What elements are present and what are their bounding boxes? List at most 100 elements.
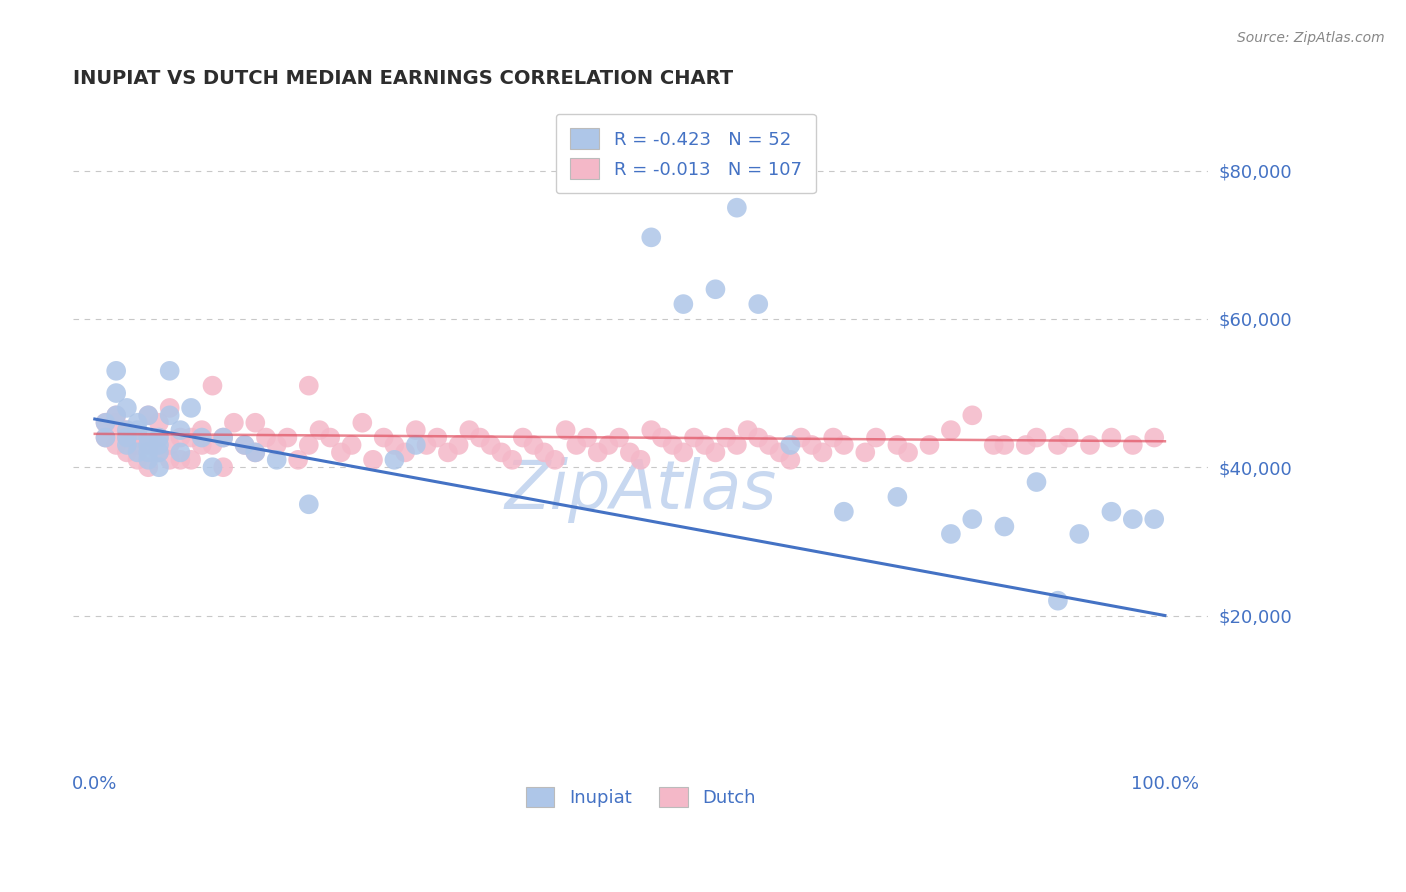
Point xyxy=(94,431,117,445)
Point xyxy=(683,431,706,445)
Point xyxy=(886,490,908,504)
Point xyxy=(769,445,792,459)
Point xyxy=(233,438,256,452)
Point xyxy=(747,431,769,445)
Point xyxy=(1046,593,1069,607)
Point xyxy=(276,431,298,445)
Point xyxy=(136,409,159,423)
Point xyxy=(180,452,202,467)
Point xyxy=(148,460,170,475)
Point xyxy=(672,445,695,459)
Point xyxy=(491,445,513,459)
Point xyxy=(747,297,769,311)
Point xyxy=(136,438,159,452)
Point xyxy=(1078,438,1101,452)
Point xyxy=(245,445,267,459)
Point xyxy=(201,438,224,452)
Point xyxy=(586,445,609,459)
Point xyxy=(962,512,984,526)
Point xyxy=(115,431,138,445)
Point xyxy=(115,423,138,437)
Point xyxy=(983,438,1005,452)
Point xyxy=(1099,505,1122,519)
Point xyxy=(245,445,267,459)
Point xyxy=(94,431,117,445)
Point xyxy=(897,445,920,459)
Point xyxy=(159,452,181,467)
Point xyxy=(298,497,321,511)
Point xyxy=(222,416,245,430)
Point xyxy=(352,416,374,430)
Point xyxy=(853,445,876,459)
Point xyxy=(105,438,128,452)
Point xyxy=(308,423,330,437)
Point xyxy=(426,431,449,445)
Point xyxy=(758,438,780,452)
Point xyxy=(298,438,321,452)
Point xyxy=(415,438,437,452)
Point xyxy=(394,445,416,459)
Point xyxy=(127,423,149,437)
Point xyxy=(148,438,170,452)
Point xyxy=(1015,438,1038,452)
Point xyxy=(1143,512,1166,526)
Point xyxy=(619,445,641,459)
Point xyxy=(661,438,683,452)
Point xyxy=(468,431,491,445)
Point xyxy=(105,409,128,423)
Point xyxy=(725,438,748,452)
Point xyxy=(136,438,159,452)
Point xyxy=(630,452,652,467)
Point xyxy=(105,386,128,401)
Point xyxy=(939,423,962,437)
Point xyxy=(136,460,159,475)
Point xyxy=(266,452,288,467)
Point xyxy=(233,438,256,452)
Point xyxy=(1046,438,1069,452)
Point xyxy=(672,297,695,311)
Point xyxy=(127,416,149,430)
Point xyxy=(704,445,727,459)
Point xyxy=(361,452,384,467)
Point xyxy=(298,378,321,392)
Point xyxy=(437,445,460,459)
Point xyxy=(191,431,214,445)
Point xyxy=(962,409,984,423)
Point xyxy=(287,452,309,467)
Point xyxy=(115,431,138,445)
Point xyxy=(329,445,352,459)
Point xyxy=(105,416,128,430)
Point xyxy=(115,423,138,437)
Point xyxy=(886,438,908,452)
Point xyxy=(800,438,823,452)
Point xyxy=(1099,431,1122,445)
Text: Source: ZipAtlas.com: Source: ZipAtlas.com xyxy=(1237,31,1385,45)
Point xyxy=(832,438,855,452)
Legend: Inupiat, Dutch: Inupiat, Dutch xyxy=(513,774,768,820)
Point xyxy=(159,438,181,452)
Point xyxy=(651,431,673,445)
Point xyxy=(245,416,267,430)
Point xyxy=(127,445,149,459)
Point xyxy=(201,460,224,475)
Point xyxy=(598,438,620,452)
Point xyxy=(127,452,149,467)
Point xyxy=(127,438,149,452)
Point xyxy=(405,438,427,452)
Point xyxy=(94,416,117,430)
Point xyxy=(1143,431,1166,445)
Point xyxy=(159,364,181,378)
Point xyxy=(266,438,288,452)
Point xyxy=(714,431,737,445)
Point xyxy=(522,438,544,452)
Point xyxy=(1025,475,1047,489)
Point xyxy=(115,445,138,459)
Point xyxy=(136,452,159,467)
Point xyxy=(212,431,235,445)
Point xyxy=(533,445,555,459)
Point xyxy=(865,431,887,445)
Point xyxy=(212,431,235,445)
Point xyxy=(148,445,170,459)
Point xyxy=(693,438,716,452)
Point xyxy=(811,445,834,459)
